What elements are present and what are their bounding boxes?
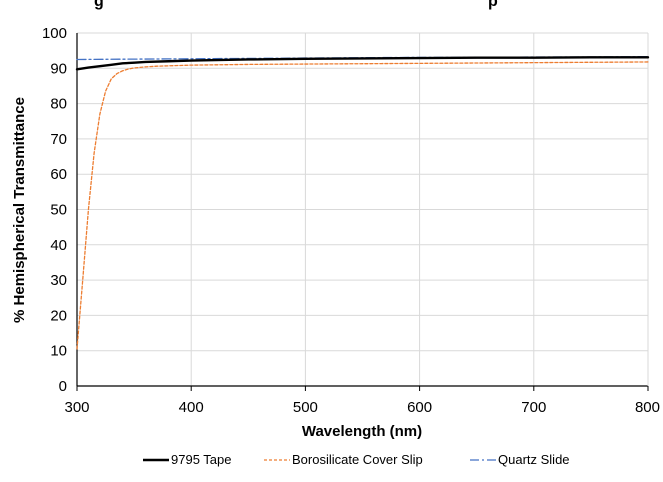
x-tick-label-500: 500	[293, 399, 318, 416]
y-tick-label-0: 0	[59, 378, 67, 395]
y-tick-label-20: 20	[50, 307, 67, 324]
x-tick-label-700: 700	[521, 399, 546, 416]
y-tick-label-30: 30	[50, 272, 67, 289]
x-tick-label-400: 400	[179, 399, 204, 416]
series-line-9795-tape	[75, 56, 650, 71]
y-axis-title: % Hemispherical Transmittance	[11, 97, 28, 323]
chart-title-fragment-left: g	[94, 0, 104, 10]
chart-title-fragment-right: p	[488, 0, 498, 10]
x-tick-label-300: 300	[64, 399, 89, 416]
y-tick-label-70: 70	[50, 131, 67, 148]
tick-label-layer: 0 10 20 30 40 50 60 70 80 90 100 300 400 500 600 700 800	[42, 25, 660, 416]
x-tick-label-600: 600	[407, 399, 432, 416]
x-axis-title: Wavelength (nm)	[302, 423, 422, 440]
y-tick-label-50: 50	[50, 202, 67, 219]
y-tick-label-60: 60	[50, 166, 67, 183]
legend-label-9795-tape: 9795 Tape	[171, 452, 232, 467]
chart-title-group: g p	[94, 0, 498, 10]
series-layer	[75, 56, 650, 350]
legend-label-borosilicate-cover-slip: Borosilicate Cover Slip	[292, 452, 423, 467]
x-tick-label-800: 800	[635, 399, 660, 416]
y-tick-label-40: 40	[50, 237, 67, 254]
series-line-borosilicate-cover-slip	[76, 61, 649, 350]
y-tick-label-100: 100	[42, 25, 67, 42]
y-tick-label-90: 90	[50, 60, 67, 77]
grid-layer	[77, 32, 649, 386]
y-tick-label-80: 80	[50, 96, 67, 113]
axis-layer	[76, 33, 649, 391]
legend-label-quartz-slide: Quartz Slide	[498, 452, 570, 467]
legend: 9795 Tape Borosilicate Cover Slip Quartz S…	[143, 452, 570, 467]
y-tick-label-10: 10	[50, 343, 67, 360]
